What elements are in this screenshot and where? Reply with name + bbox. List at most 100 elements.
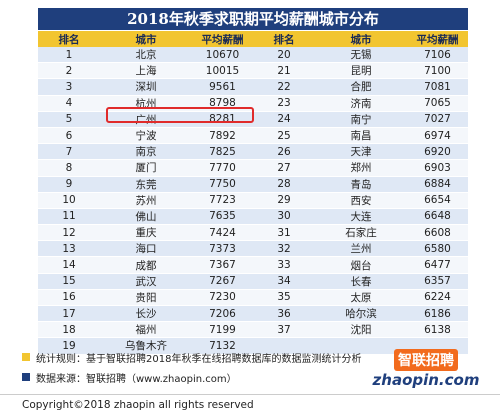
table-row: 3 深圳 9561 22 合肥 7081 — [38, 78, 468, 96]
cell-city: 天津 — [315, 143, 407, 161]
cell-city: 厦门 — [100, 159, 192, 177]
table-row: 8 厦门 7770 27 郑州 6903 — [38, 159, 468, 177]
cell-salary: 6138 — [407, 321, 468, 339]
cell-salary: 7723 — [192, 192, 253, 209]
cell-rank: 4 — [38, 95, 100, 112]
cell-salary: 7081 — [407, 78, 468, 96]
header-salary: 平均薪酬 — [192, 31, 253, 47]
cell-rank: 16 — [38, 289, 100, 307]
cell-city: 海口 — [100, 240, 192, 258]
cell-city: 郑州 — [315, 159, 407, 177]
cell-city: 东莞 — [100, 176, 192, 193]
cell-city: 烟台 — [315, 256, 407, 274]
cell-rank: 31 — [253, 224, 315, 242]
cell-city: 广州 — [100, 111, 192, 128]
cell-city: 重庆 — [100, 224, 192, 242]
zhaopin-logo: 智联招聘 zhaopin.com — [370, 349, 482, 389]
cell-salary: 9561 — [192, 78, 253, 96]
cell-rank: 10 — [38, 192, 100, 209]
cell-salary: 7635 — [192, 208, 253, 226]
table-title: 2018年秋季求职期平均薪酬城市分布 — [38, 8, 468, 30]
cell-rank: 27 — [253, 159, 315, 177]
cell-city: 南京 — [100, 143, 192, 161]
cell-city: 大连 — [315, 208, 407, 226]
cell-rank: 19 — [38, 337, 100, 355]
cell-salary: 6608 — [407, 224, 468, 242]
cell-salary: 6224 — [407, 289, 468, 307]
note-rule-text: 统计规则：基于智联招聘2018年秋季在线招聘数据库的数据监测统计分析 — [36, 353, 362, 365]
cell-rank: 22 — [253, 78, 315, 96]
yellow-square-icon — [22, 353, 30, 361]
table-row: 7 南京 7825 26 天津 6920 — [38, 143, 468, 161]
cell-salary: 7230 — [192, 289, 253, 307]
header-rank: 排名 — [38, 31, 100, 47]
cell-rank: 34 — [253, 273, 315, 290]
notes-section: 统计规则：基于智联招聘2018年秋季在线招聘数据库的数据监测统计分析 数据来源：… — [22, 347, 482, 387]
cell-salary: 7892 — [192, 127, 253, 145]
cell-city: 福州 — [100, 321, 192, 339]
cell-salary: 6974 — [407, 127, 468, 145]
cell-city: 无锡 — [315, 47, 407, 64]
cell-rank — [253, 337, 315, 355]
header-salary: 平均薪酬 — [407, 31, 468, 47]
cell-salary: 7750 — [192, 176, 253, 193]
cell-city: 北京 — [100, 47, 192, 64]
table-row: 18 福州 7199 37 沈阳 6138 — [38, 321, 468, 339]
table-row: 2 上海 10015 21 昆明 7100 — [38, 62, 468, 80]
cell-city: 贵阳 — [100, 289, 192, 307]
cell-city: 济南 — [315, 95, 407, 112]
cell-city: 苏州 — [100, 192, 192, 209]
cell-city: 哈尔滨 — [315, 305, 407, 323]
cell-rank: 1 — [38, 47, 100, 64]
cell-city: 石家庄 — [315, 224, 407, 242]
cell-salary: 7106 — [407, 47, 468, 64]
cell-rank: 35 — [253, 289, 315, 307]
cell-salary: 6186 — [407, 305, 468, 323]
cell-rank: 30 — [253, 208, 315, 226]
cell-salary: 7132 — [192, 337, 253, 355]
table-row: 11 佛山 7635 30 大连 6648 — [38, 208, 468, 226]
cell-salary: 6580 — [407, 240, 468, 258]
cell-city: 南昌 — [315, 127, 407, 145]
note-rule: 统计规则：基于智联招聘2018年秋季在线招聘数据库的数据监测统计分析 — [22, 347, 482, 367]
table-row: 12 重庆 7424 31 石家庄 6608 — [38, 224, 468, 242]
cell-rank: 14 — [38, 256, 100, 274]
cell-rank: 6 — [38, 127, 100, 145]
cell-city: 南宁 — [315, 111, 407, 128]
cell-salary: 6648 — [407, 208, 468, 226]
cell-rank: 33 — [253, 256, 315, 274]
cell-salary: 6884 — [407, 176, 468, 193]
cell-salary: 6477 — [407, 256, 468, 274]
cell-city — [315, 337, 407, 355]
cell-city: 成都 — [100, 256, 192, 274]
cell-rank: 25 — [253, 127, 315, 145]
cell-rank: 37 — [253, 321, 315, 339]
cell-city: 合肥 — [315, 78, 407, 96]
cell-rank: 7 — [38, 143, 100, 161]
cell-rank: 3 — [38, 78, 100, 96]
table-row: 17 长沙 7206 36 哈尔滨 6186 — [38, 305, 468, 323]
table-row: 9 东莞 7750 28 青岛 6884 — [38, 176, 468, 193]
table-row: 1 北京 10670 20 无锡 7106 — [38, 47, 468, 64]
cell-rank: 2 — [38, 62, 100, 80]
logo-top-text: 智联招聘 — [394, 349, 458, 371]
cell-rank: 20 — [253, 47, 315, 64]
cell-rank: 17 — [38, 305, 100, 323]
copyright-text: Copyright©2018 zhaopin all rights reserv… — [22, 399, 254, 411]
cell-rank: 36 — [253, 305, 315, 323]
cell-rank: 23 — [253, 95, 315, 112]
cell-rank: 5 — [38, 111, 100, 128]
cell-salary: 7065 — [407, 95, 468, 112]
table-row: 19 乌鲁木齐 7132 — [38, 337, 468, 355]
highlight-box-guangzhou — [106, 107, 254, 123]
cell-city: 宁波 — [100, 127, 192, 145]
cell-rank: 12 — [38, 224, 100, 242]
table-row: 13 海口 7373 32 兰州 6580 — [38, 240, 468, 258]
footer-divider — [0, 394, 500, 395]
cell-city: 沈阳 — [315, 321, 407, 339]
cell-rank: 24 — [253, 111, 315, 128]
cell-salary: 7825 — [192, 143, 253, 161]
cell-rank: 9 — [38, 176, 100, 193]
logo-bottom-text: zhaopin.com — [372, 371, 480, 389]
cell-rank: 29 — [253, 192, 315, 209]
